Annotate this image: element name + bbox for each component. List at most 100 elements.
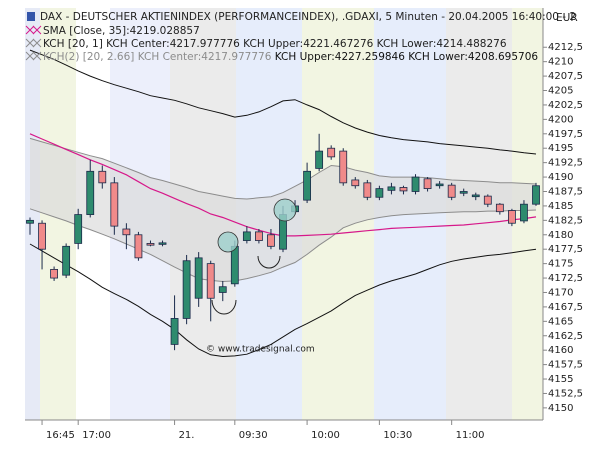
y-tick-label: 4185	[548, 201, 573, 212]
y-tick-label: 4182,5	[548, 215, 583, 226]
candle-body	[255, 231, 263, 241]
legend-entry: KCH(2) [20, 2.66] KCH Center:4217.977776…	[43, 51, 538, 63]
y-tick-label: 4160	[548, 345, 573, 356]
marks	[26, 133, 540, 351]
y-tick-label: 4167,5	[548, 302, 583, 313]
y-tick-label: 4190	[548, 172, 573, 183]
candle-body	[134, 234, 143, 259]
stripe	[25, 8, 40, 420]
candle-body	[363, 182, 372, 198]
candle-body	[194, 257, 203, 299]
candle-body	[122, 228, 131, 236]
legend-title: DAX - DEUTSCHER AKTIENINDEX (PERFORMANCE…	[40, 11, 576, 23]
y-tick-label: 4210	[548, 57, 573, 68]
annotation-circle	[273, 198, 297, 222]
candle-body	[98, 170, 107, 184]
y-tick-label: 4195	[548, 143, 573, 154]
legend-icon	[27, 12, 35, 21]
legend-part: KCH(2) [20, 2.66] KCH Center:4217.977776	[43, 51, 272, 63]
x-tick-label: 21.	[179, 430, 195, 441]
band-lower	[29, 243, 537, 358]
y-tick-label: 4162,5	[548, 331, 583, 342]
candle-body	[74, 214, 83, 244]
candle-body	[423, 178, 432, 190]
x-tick-label: 10:00	[311, 430, 340, 441]
y-tick-label: 4192,5	[548, 158, 583, 169]
candle-body	[520, 203, 528, 222]
candle-body	[182, 260, 191, 319]
y-tick-label: 4165	[548, 316, 573, 327]
legend-icon	[25, 38, 42, 48]
y-tick-label: 4170	[548, 287, 573, 298]
candle-body	[242, 231, 251, 241]
stripe	[446, 8, 512, 420]
y-tick-label: 4180	[548, 230, 573, 241]
candle-body	[459, 191, 468, 194]
y-tick-label: 4172,5	[548, 273, 583, 284]
annotations	[211, 198, 297, 315]
candle-body	[483, 195, 492, 205]
candle-body	[447, 184, 456, 198]
candle-body	[303, 170, 311, 201]
y-tick-label: 4155	[548, 374, 573, 385]
y-tick-label: 4175	[548, 259, 573, 270]
x-tick-label: 10:30	[383, 430, 412, 441]
candle-body	[267, 234, 275, 247]
y-tick-label: 4205	[548, 86, 573, 97]
candle-body	[315, 150, 324, 169]
y-tick-label: 4150	[548, 403, 573, 414]
candle-body	[435, 183, 444, 187]
candle-body	[146, 243, 155, 246]
candle-body	[471, 194, 480, 198]
y-tick-label: 4207,5	[548, 71, 583, 82]
candle-body	[50, 268, 58, 279]
candle-body	[495, 203, 504, 213]
candle-body	[62, 245, 71, 276]
band-upper	[29, 49, 537, 155]
candle-body	[375, 188, 384, 198]
currency: EUR	[556, 12, 578, 24]
candle-body	[351, 179, 360, 187]
annotation-arc	[257, 255, 281, 269]
candle-body	[218, 286, 227, 293]
candle-body	[170, 318, 179, 345]
y-tick-label: 4177,5	[548, 244, 583, 255]
candle-body	[339, 150, 348, 184]
candle-body	[158, 242, 167, 245]
candle-body	[230, 245, 239, 285]
x-tick-label: 16:45	[46, 430, 75, 441]
x-tick-label: 17:00	[82, 430, 111, 441]
legend-part: KCH Upper:4227.259846 KCH Lower:4208.695…	[275, 51, 539, 63]
candle-body	[508, 210, 516, 224]
candle-body	[327, 147, 336, 158]
candle-body	[399, 187, 408, 192]
y-tick-label: 4197,5	[548, 129, 583, 140]
y-tick-label: 4212,5	[548, 42, 583, 53]
legend: DAX - DEUTSCHER AKTIENINDEX (PERFORMANCE…	[25, 11, 578, 63]
candle-body	[26, 219, 34, 224]
x-tick-label: 11:00	[456, 430, 485, 441]
legend-entry: SMA [Close, 35]:4219.028857	[43, 25, 200, 37]
legend-icon	[25, 51, 42, 61]
y-tick-label: 4157,5	[548, 360, 583, 371]
legend-entry: KCH [20, 1] KCH Center:4217.977776 KCH U…	[43, 38, 507, 50]
candle-body	[110, 182, 119, 227]
x-tick-label: 09:30	[239, 430, 268, 441]
watermark: © www.tradesignal.com	[206, 345, 315, 355]
y-tick-label: 4200	[548, 114, 573, 125]
candle-body	[38, 222, 46, 250]
annotation-arc	[211, 299, 237, 315]
candle-body	[86, 170, 95, 215]
candle-body	[387, 186, 396, 191]
annotation-circle	[217, 231, 239, 253]
y-tick-label: 4202,5	[548, 100, 583, 111]
candle-body	[206, 263, 215, 299]
y-tick-label: 4187,5	[548, 186, 583, 197]
legend-icon	[25, 25, 42, 35]
y-tick-label: 4152,5	[548, 388, 583, 399]
candle-body	[411, 176, 420, 192]
band-lower	[29, 208, 537, 283]
candle-body	[532, 185, 540, 205]
band-upper	[29, 137, 537, 200]
